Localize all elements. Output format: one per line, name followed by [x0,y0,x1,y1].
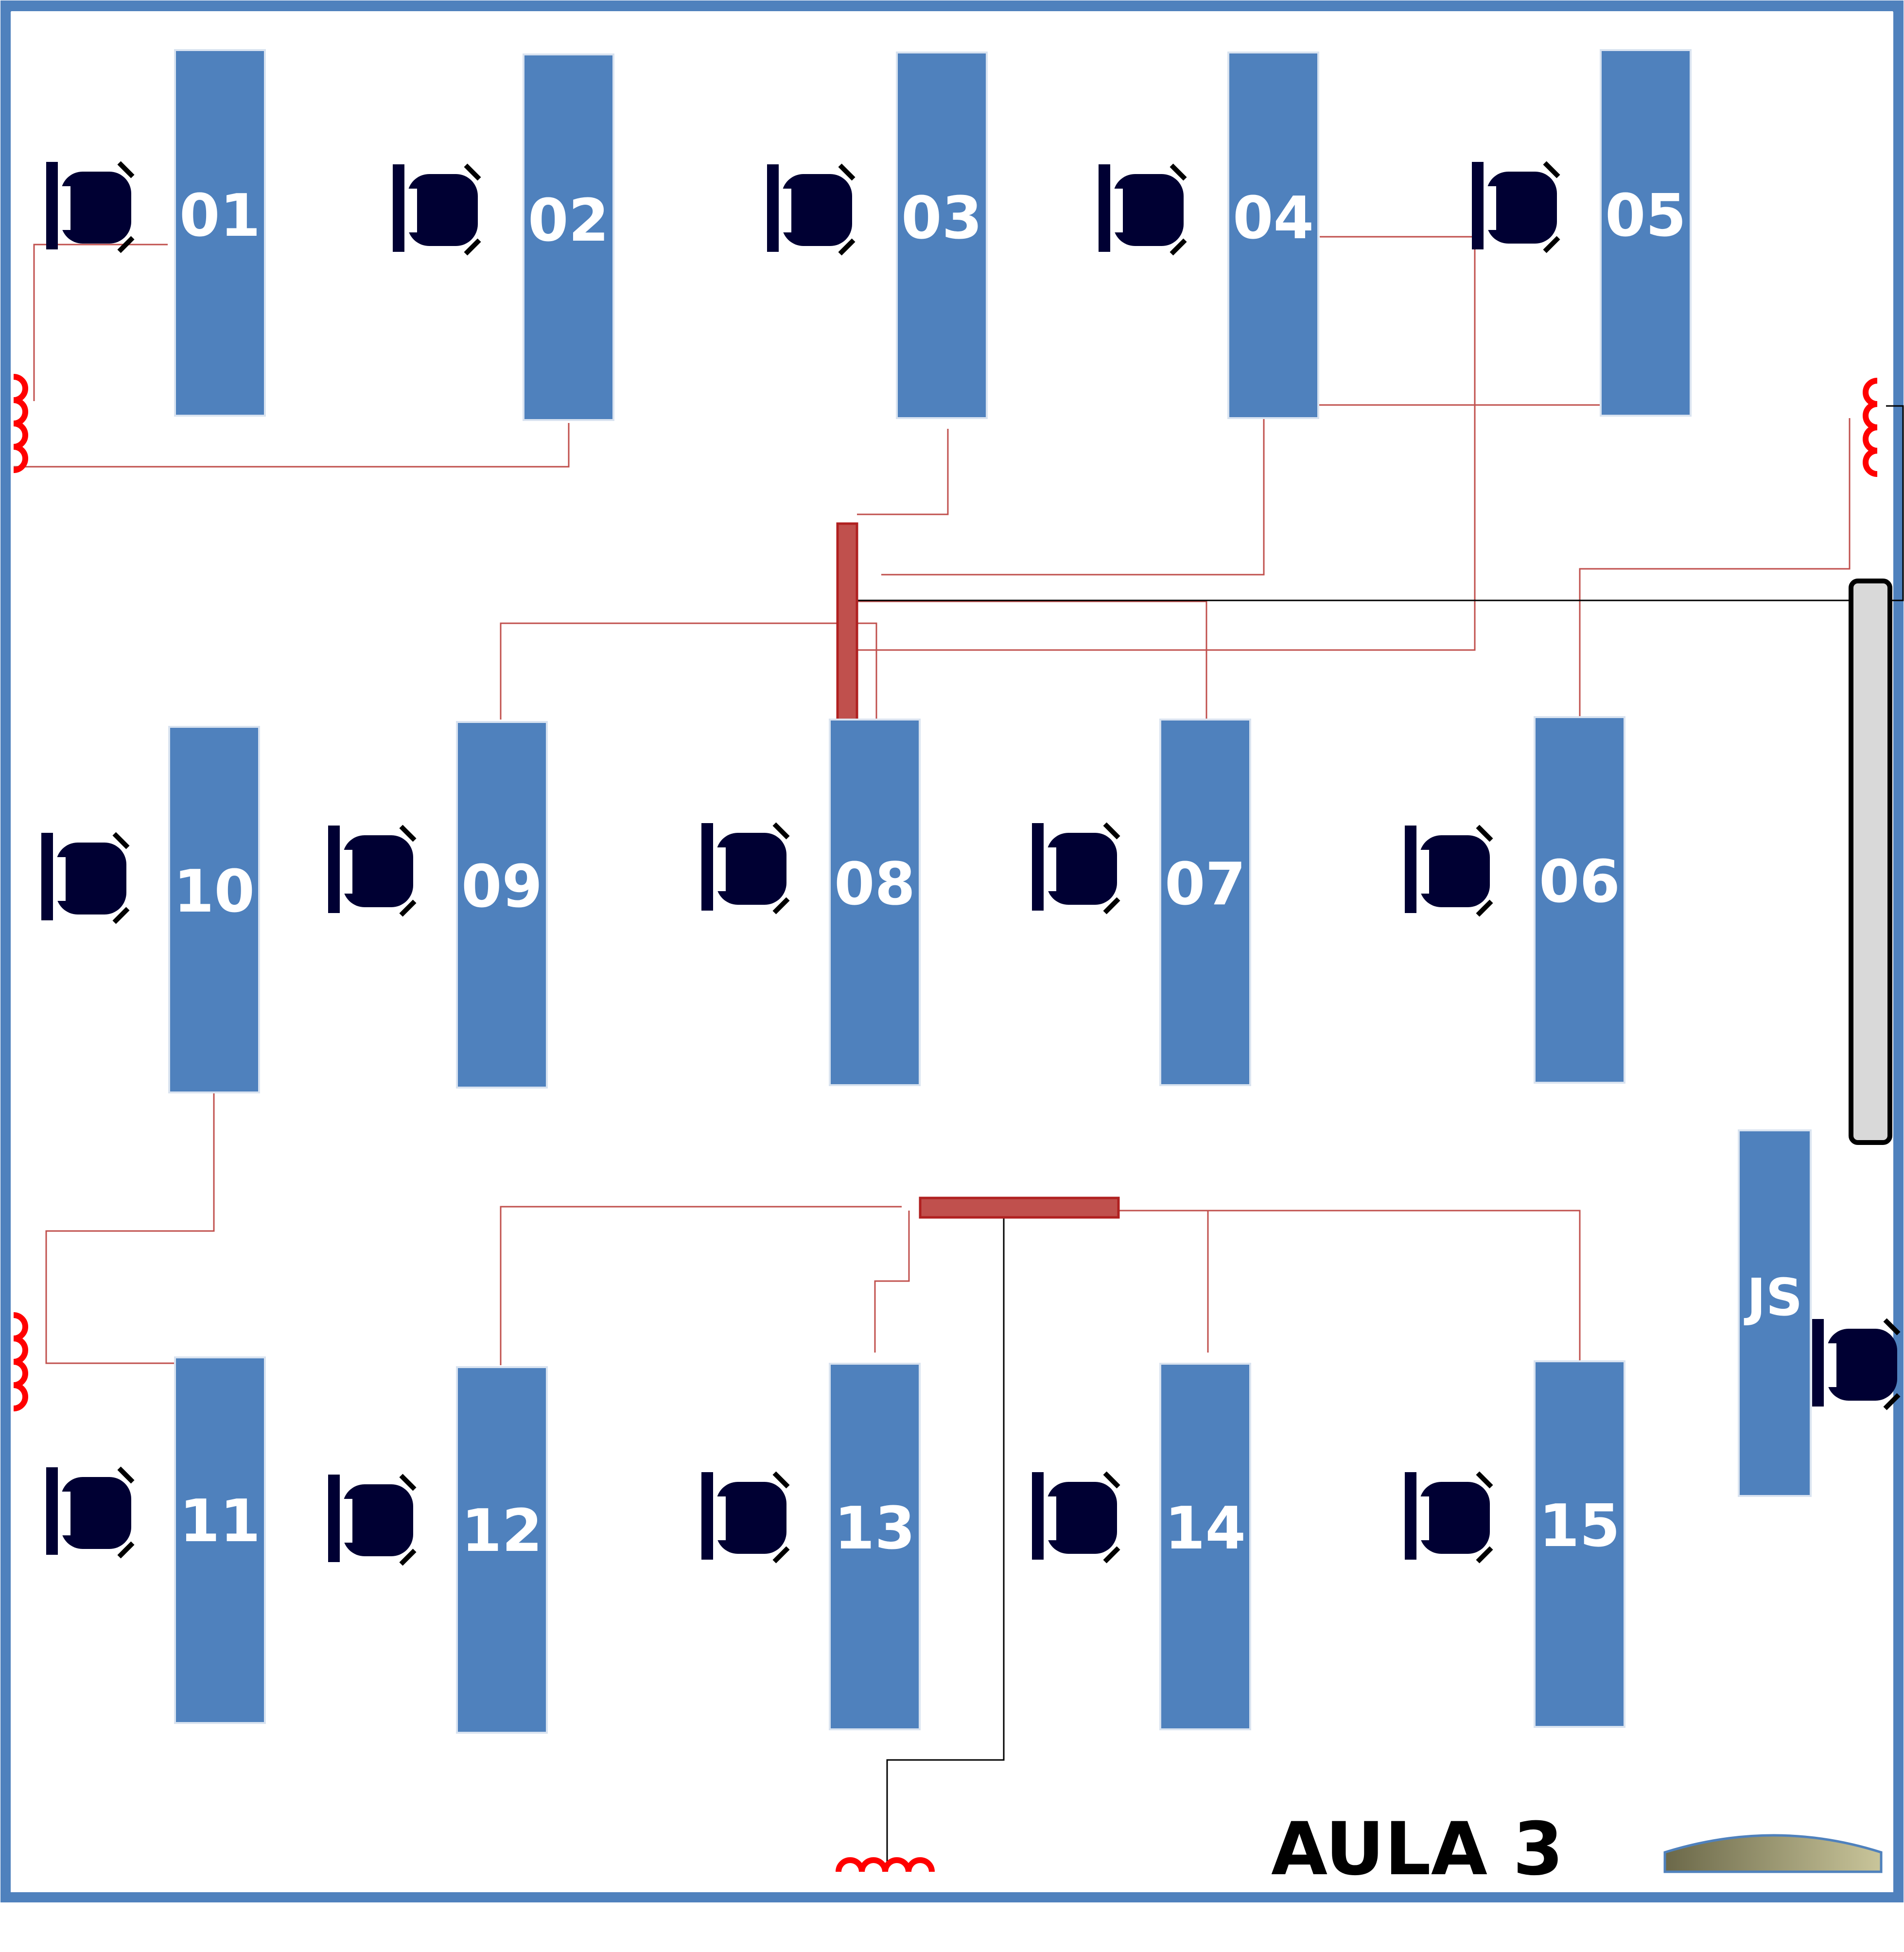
cable [1118,1210,1581,1361]
desk-14[interactable]: 14 [1159,1363,1251,1730]
cable [881,404,1648,576]
office-chair-icon [1032,1471,1120,1564]
cable [14,423,570,468]
office-chair-icon [767,163,856,256]
room-wall [0,0,1904,1902]
desk-12[interactable]: 12 [456,1366,548,1734]
office-chair-icon [1472,161,1560,253]
cable [857,405,1904,601]
office-chair-icon [701,1471,790,1564]
desk-label: 03 [901,185,982,252]
cable [45,1091,215,1364]
desk-label: 01 [179,182,261,250]
desk-label: 06 [1539,848,1620,916]
desk-label: 09 [461,853,542,921]
network-switch-icon[interactable] [836,522,858,722]
desk-06[interactable]: 06 [1534,716,1625,1084]
office-chair-icon [328,825,417,917]
desk-13[interactable]: 13 [829,1363,921,1730]
network-outlet-icon [1863,378,1878,477]
cable [1579,418,1851,717]
main-uplink-cabling [857,405,1904,1872]
desk-03[interactable]: 03 [896,52,988,419]
desk-label: 02 [528,187,609,255]
cable [33,244,168,401]
desk-label: 11 [179,1488,261,1555]
desk-label: 08 [834,851,915,918]
office-chair-icon [1405,825,1493,917]
desk-label: 05 [1605,182,1686,250]
room-title: AULA 3 [1271,1807,1564,1892]
desk-10[interactable]: 10 [168,726,260,1093]
desk-09[interactable]: 09 [456,721,548,1089]
office-chair-icon [46,161,135,253]
network-outlet-icon [13,374,28,473]
office-chair-icon [701,822,790,914]
desk-label: 07 [1165,851,1246,918]
desk-04[interactable]: 04 [1227,52,1319,419]
desk-label: 04 [1233,185,1314,252]
desk-label: 15 [1539,1493,1620,1560]
desk-label: 12 [461,1497,542,1565]
desk-js[interactable]: JS [1738,1129,1812,1497]
office-chair-icon [393,163,481,256]
desk-02[interactable]: 02 [523,53,614,421]
office-chair-icon [41,832,130,924]
cable [874,1211,910,1353]
cable [500,1206,902,1365]
cable [500,622,857,720]
cable [886,1218,1005,1872]
desk-15[interactable]: 15 [1534,1360,1625,1728]
desk-01[interactable]: 01 [174,49,266,417]
office-chair-icon [328,1474,417,1566]
desk-05[interactable]: 05 [1600,49,1692,417]
office-chair-icon [1812,1318,1901,1410]
desk-label: 13 [834,1495,915,1563]
cable [857,600,1207,719]
desk-label: JS [1744,1268,1803,1327]
office-chair-icon [1099,163,1187,256]
desk-07[interactable]: 07 [1159,719,1251,1086]
desk-label: 10 [174,858,255,926]
desk-label: 14 [1165,1495,1246,1563]
cable [857,429,949,515]
sink-icon [1663,1834,1883,1873]
cable [857,236,1476,651]
network-outlet-icon [13,1312,28,1411]
office-chair-icon [46,1466,135,1559]
office-chair-icon [1032,822,1120,914]
network-outlet-icon [836,1857,935,1872]
desk-08[interactable]: 08 [829,719,921,1086]
door-icon[interactable] [1849,579,1892,1145]
office-chair-icon [1405,1471,1493,1564]
network-cabling [14,236,1851,1365]
cable [857,622,877,719]
network-switch-icon[interactable] [919,1196,1120,1219]
desk-11[interactable]: 11 [174,1356,266,1724]
